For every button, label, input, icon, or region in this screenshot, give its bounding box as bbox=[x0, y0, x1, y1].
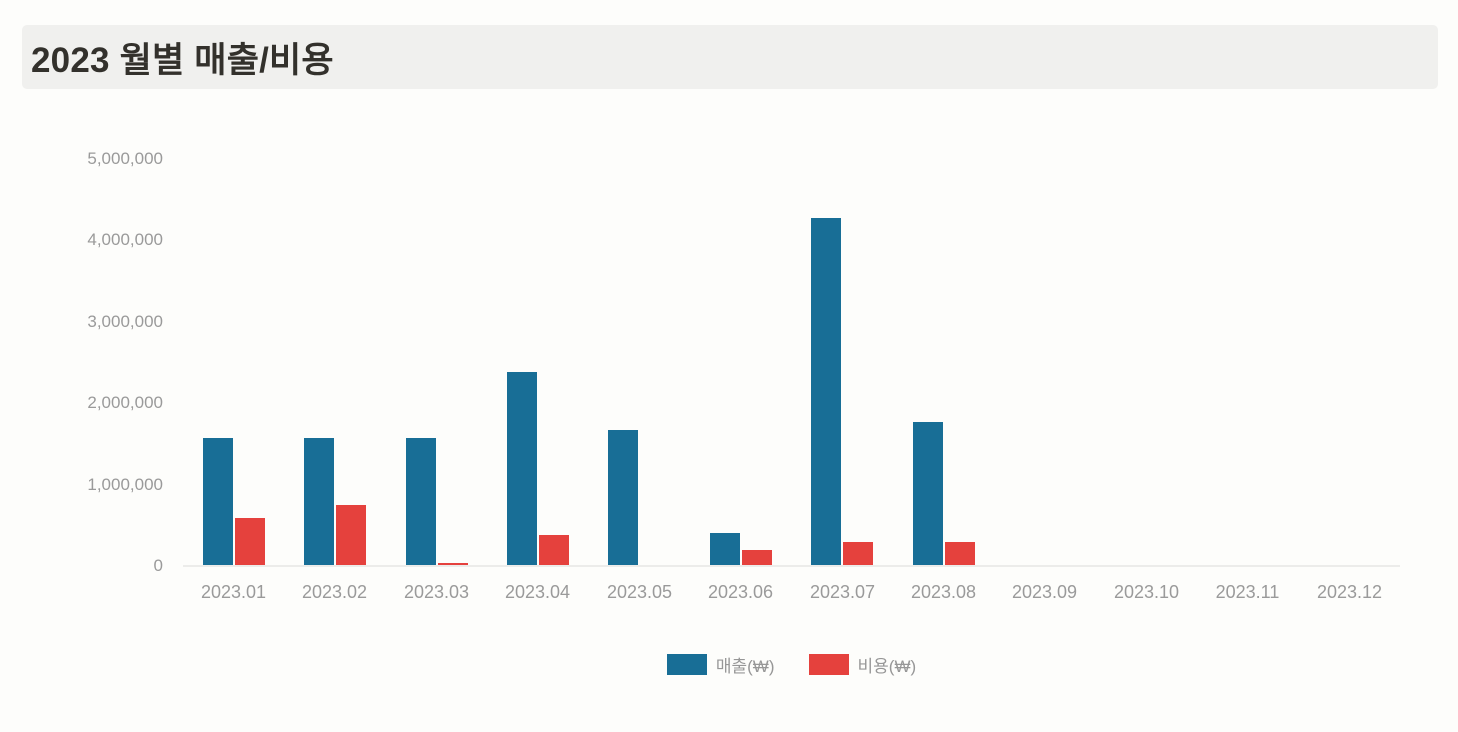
revenue-bar-2023-03[interactable] bbox=[406, 438, 436, 566]
x-tick-label: 2023.07 bbox=[809, 582, 876, 602]
chart-title-bar: 2023 월별 매출/비용 bbox=[22, 25, 1438, 89]
revenue-bar-2023-08[interactable] bbox=[913, 422, 943, 566]
y-tick-label: 2,000,000 bbox=[87, 393, 163, 412]
y-tick-label: 5,000,000 bbox=[87, 149, 163, 168]
y-tick-label: 3,000,000 bbox=[87, 312, 163, 331]
x-tick-label: 2023.11 bbox=[1215, 582, 1280, 602]
revenue-bar-2023-06[interactable] bbox=[710, 533, 740, 566]
legend-label-revenue: 매출(₩) bbox=[715, 657, 775, 676]
revenue-bar-2023-07[interactable] bbox=[811, 218, 841, 566]
x-tick-label: 2023.10 bbox=[1113, 582, 1180, 602]
x-tick-label: 2023.06 bbox=[707, 582, 774, 602]
y-tick-label: 0 bbox=[153, 556, 163, 575]
x-tick-label: 2023.02 bbox=[301, 582, 368, 602]
expense-bar-2023-06[interactable] bbox=[742, 550, 772, 566]
chart-legend: 매출(₩) 비용(₩) bbox=[183, 652, 1400, 677]
expense-bar-2023-07[interactable] bbox=[843, 542, 873, 566]
x-axis-line bbox=[183, 565, 1400, 567]
x-tick-label: 2023.04 bbox=[504, 582, 571, 602]
expense-bar-2023-04[interactable] bbox=[539, 535, 569, 566]
x-tick-label: 2023.05 bbox=[606, 582, 673, 602]
legend-label-expense: 비용(₩) bbox=[857, 657, 917, 676]
x-tick-label: 2023.12 bbox=[1316, 582, 1383, 602]
revenue-bar-2023-01[interactable] bbox=[203, 438, 233, 566]
x-tick-label: 2023.08 bbox=[910, 582, 977, 602]
revenue-swatch-icon bbox=[666, 654, 707, 675]
x-tick-label: 2023.03 bbox=[403, 582, 470, 602]
legend-item-revenue[interactable]: 매출(₩) bbox=[666, 652, 775, 677]
revenue-bar-2023-02[interactable] bbox=[304, 438, 334, 566]
expense-bar-2023-02[interactable] bbox=[336, 505, 366, 566]
expense-bar-2023-08[interactable] bbox=[945, 542, 975, 566]
revenue-bar-2023-05[interactable] bbox=[608, 430, 638, 566]
x-tick-label: 2023.01 bbox=[200, 582, 267, 602]
y-tick-label: 1,000,000 bbox=[87, 475, 163, 494]
y-tick-label: 4,000,000 bbox=[87, 230, 163, 249]
legend-item-expense[interactable]: 비용(₩) bbox=[808, 652, 917, 677]
x-tick-label: 2023.09 bbox=[1011, 582, 1078, 602]
chart-title: 2023 월별 매출/비용 bbox=[31, 40, 334, 80]
expense-swatch-icon bbox=[808, 654, 849, 675]
expense-bar-2023-03[interactable] bbox=[438, 563, 468, 566]
expense-bar-2023-01[interactable] bbox=[235, 518, 265, 566]
revenue-bar-2023-04[interactable] bbox=[507, 372, 537, 566]
